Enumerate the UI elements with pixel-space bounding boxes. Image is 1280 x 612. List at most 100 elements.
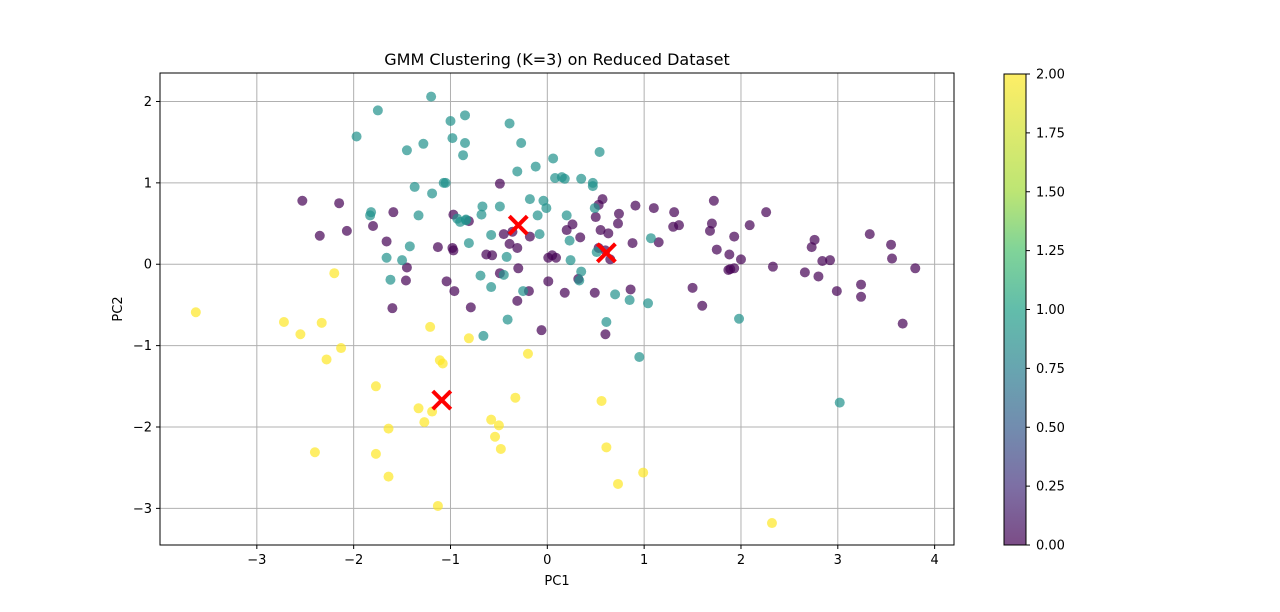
data-point (419, 417, 430, 428)
data-point (388, 207, 399, 218)
y-tick-label: 1 (144, 176, 152, 191)
data-point (624, 295, 635, 306)
data-point (498, 229, 509, 240)
x-axis-label: PC1 (544, 574, 569, 589)
plot-frame (159, 72, 955, 546)
data-point (648, 203, 659, 214)
data-point (589, 287, 600, 298)
data-point (381, 236, 392, 247)
centroid-stroke (595, 242, 617, 264)
data-point (589, 203, 600, 214)
x-axis-ticks: −3 −2 −1 0 1 2 3 4 (247, 545, 939, 568)
centroid-stroke (507, 214, 529, 236)
data-point (426, 91, 437, 102)
chart-title: GMM Clustering (K=3) on Reduced Dataset (384, 50, 729, 69)
data-point (512, 166, 523, 177)
data-point (370, 448, 381, 459)
data-point (706, 218, 717, 229)
data-point (600, 329, 611, 340)
data-point (495, 443, 506, 454)
x-tick-label: 1 (640, 553, 648, 568)
data-point (634, 352, 645, 363)
data-point (856, 291, 867, 302)
data-point (834, 397, 845, 408)
data-point (486, 282, 497, 293)
data-point (383, 471, 394, 482)
data-point (321, 354, 332, 365)
data-point (383, 423, 394, 434)
data-point (387, 303, 398, 314)
data-point (478, 330, 489, 341)
y-tick-label: −1 (133, 339, 152, 354)
data-point (551, 252, 562, 263)
colorbar-tick-label: 1.25 (1036, 244, 1065, 259)
data-point (504, 238, 515, 249)
data-point (316, 317, 327, 328)
y-tick-label: −2 (133, 421, 152, 436)
data-point (541, 203, 552, 214)
y-tick-label: 2 (144, 95, 152, 110)
data-point (669, 207, 680, 218)
data-point (576, 266, 587, 277)
data-point (638, 467, 649, 478)
x-tick-label: 4 (930, 553, 938, 568)
data-point (610, 289, 621, 300)
data-point (799, 267, 810, 278)
data-point (595, 225, 606, 236)
data-point (498, 269, 509, 280)
data-point (734, 313, 745, 324)
data-point (447, 133, 458, 144)
data-point (613, 218, 624, 229)
data-point (532, 210, 543, 221)
y-axis-label: PC2 (111, 296, 126, 321)
data-point (601, 317, 612, 328)
data-point (645, 233, 656, 244)
data-point (494, 178, 505, 189)
data-point (476, 209, 487, 220)
data-point (351, 131, 362, 142)
data-point (643, 298, 654, 309)
data-point (314, 230, 325, 241)
data-point (460, 110, 471, 121)
data-point (475, 270, 486, 281)
data-point (567, 219, 578, 230)
data-point (278, 317, 289, 328)
data-point (440, 177, 451, 188)
data-point (887, 253, 898, 264)
data-point (341, 225, 352, 236)
data-point (522, 348, 533, 359)
data-point (385, 274, 396, 285)
data-point (400, 275, 411, 286)
x-tick-label: −2 (344, 553, 363, 568)
data-point (744, 220, 755, 231)
data-point (536, 325, 547, 336)
data-point (864, 229, 875, 240)
data-point (886, 239, 897, 250)
data-point (334, 198, 345, 209)
data-point (603, 228, 614, 239)
centroid-marker (431, 389, 453, 411)
data-point (825, 255, 836, 266)
colorbar-tick-label: 0.50 (1036, 421, 1065, 436)
data-point (381, 252, 392, 263)
data-point (708, 195, 719, 206)
data-point (372, 105, 383, 116)
data-point (590, 212, 601, 223)
data-point (494, 201, 505, 212)
data-point (486, 414, 497, 425)
data-point (295, 329, 306, 340)
data-point (463, 333, 474, 344)
data-point (501, 251, 512, 262)
data-point (559, 173, 570, 184)
data-point (190, 307, 201, 318)
data-point (465, 302, 476, 313)
data-point (766, 518, 777, 529)
x-tick-label: 2 (737, 553, 745, 568)
data-point (565, 255, 576, 266)
data-point (711, 244, 722, 255)
data-point (336, 343, 347, 354)
data-point (574, 275, 585, 286)
data-point (401, 145, 412, 156)
data-point (597, 194, 608, 205)
